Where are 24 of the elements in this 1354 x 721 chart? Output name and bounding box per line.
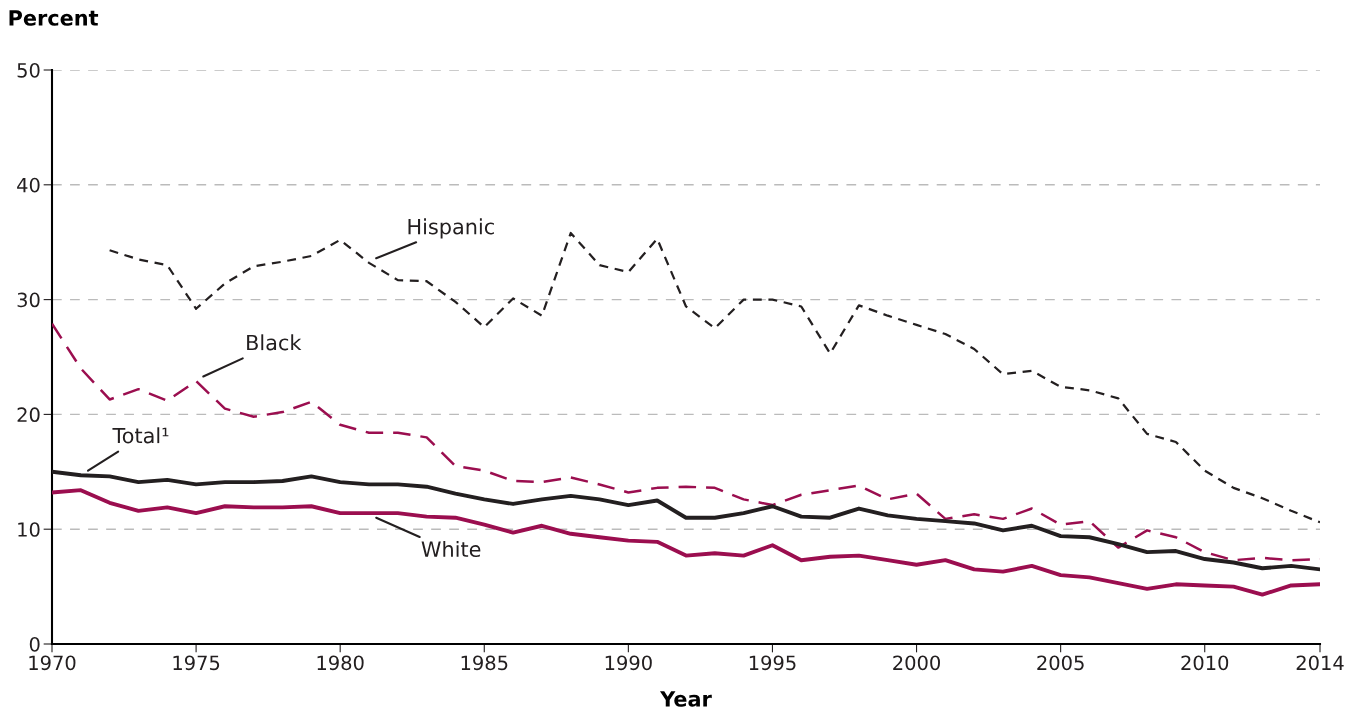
series-label: Total¹ — [112, 427, 169, 444]
y-tick-label: 40 — [17, 177, 40, 193]
y-tick-label: 10 — [18, 522, 40, 537]
x-tick-label: 1980 — [317, 655, 364, 671]
x-tick-label: 1995 — [749, 655, 796, 671]
x-tick-label: 1970 — [29, 655, 76, 671]
line-series — [52, 488, 1320, 597]
y-tick-label: 30 — [17, 292, 40, 308]
x-tick-label: 2005 — [1037, 655, 1084, 671]
text: Black — [247, 334, 302, 351]
x-tick-label: 2010 — [1181, 655, 1229, 671]
series-label: White — [421, 540, 481, 558]
x-axis-title: Year — [659, 691, 712, 707]
series-label: Hispanic — [408, 218, 494, 239]
line-series — [52, 469, 1320, 572]
y-axis-title: Percent — [9, 10, 99, 26]
y-tick-label: 20 — [17, 407, 40, 423]
y-tick-label: 50 — [17, 62, 40, 78]
x-tick-label: 1990 — [605, 655, 652, 671]
x-tick-label: 1975 — [173, 655, 220, 671]
x-tick-label: 2000 — [893, 655, 940, 671]
x-tick-label: 1985 — [461, 655, 508, 671]
x-tick-label: 2014 — [1296, 655, 1344, 671]
y-tick-label: 0 — [29, 636, 40, 652]
